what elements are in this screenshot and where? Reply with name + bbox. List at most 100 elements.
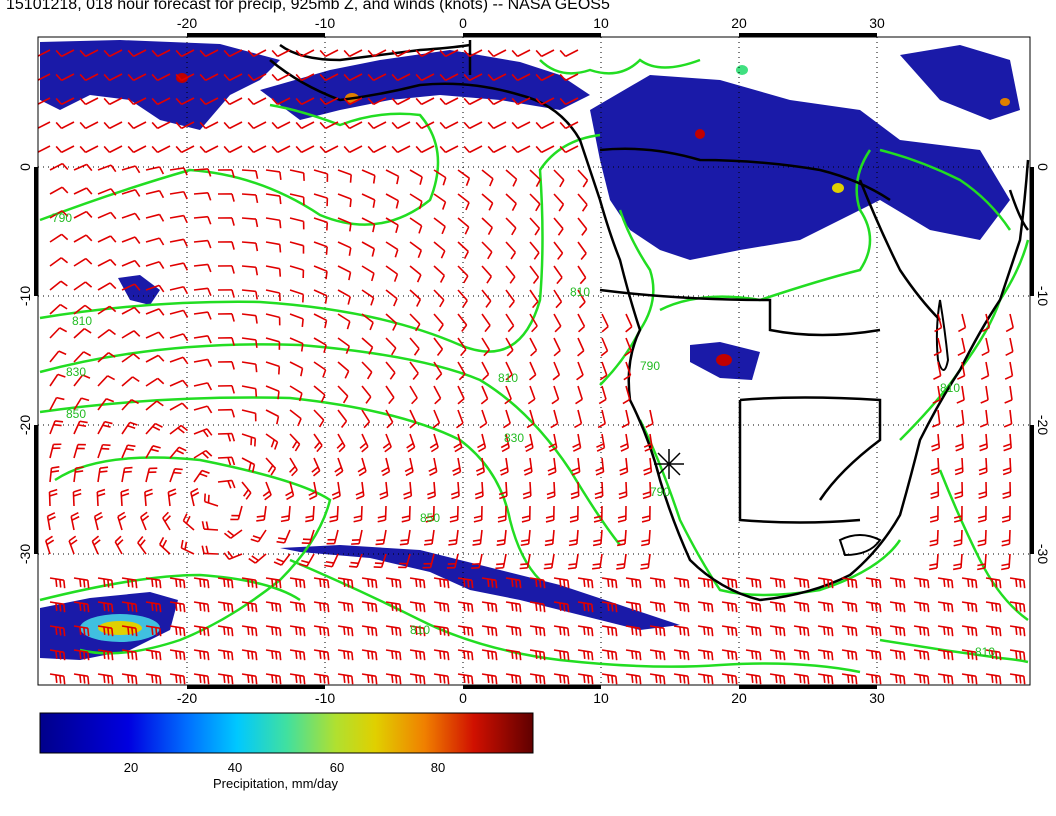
wind-barb-feather	[727, 650, 730, 659]
wind-barb-feather	[955, 443, 964, 448]
wind-barb-feather	[947, 675, 950, 684]
wind-barb-feather	[87, 580, 90, 589]
wind-barb-shaft	[361, 241, 375, 250]
wind-barb-feather	[206, 405, 213, 414]
wind-barb-feather	[63, 652, 66, 661]
wind-barb-shaft	[529, 337, 538, 351]
wind-barb-shaft	[649, 481, 652, 497]
wind-barb-shaft	[505, 577, 520, 581]
wind-barb-shaft	[49, 186, 63, 195]
wind-barb-feather	[103, 73, 111, 81]
wind-barb-shaft	[817, 625, 832, 629]
wind-barb-shaft	[961, 457, 964, 473]
wind-barb-feather	[299, 651, 302, 660]
wind-barb-feather	[978, 491, 987, 496]
wind-barb-shaft	[97, 352, 110, 363]
wind-barb-feather	[727, 602, 730, 611]
wind-barb-shaft	[277, 49, 291, 58]
wind-barb-feather	[978, 467, 987, 472]
wind-barb-feather	[137, 535, 144, 544]
wind-barb-feather	[947, 651, 950, 660]
wind-barb-feather	[399, 676, 402, 685]
wind-barb-shaft	[1009, 673, 1024, 677]
wind-barb-shaft	[121, 421, 131, 435]
wind-barb-shaft	[313, 169, 328, 175]
lat-tick-label: -20	[17, 415, 33, 435]
wind-barb-feather	[967, 602, 970, 611]
wind-barb-feather	[323, 675, 326, 684]
wind-barb-feather	[583, 650, 586, 659]
wind-barb-feather	[97, 488, 106, 493]
wind-barb-feather	[594, 491, 603, 496]
wind-barb-feather	[735, 676, 738, 685]
wind-barb-feather	[471, 580, 474, 589]
wind-barb-feather	[110, 164, 117, 173]
wind-barb-shaft	[457, 673, 472, 677]
wind-barb-shaft	[937, 673, 952, 677]
wind-barb-shaft	[361, 649, 376, 653]
wind-barb-feather	[395, 603, 398, 612]
wind-barb-feather	[183, 167, 188, 176]
wind-barb-shaft	[169, 379, 184, 387]
wind-barb-feather	[199, 578, 202, 587]
wind-barb-feather	[999, 652, 1002, 661]
wind-barb-shaft	[502, 553, 507, 568]
wind-barb-shaft	[241, 265, 257, 269]
wind-barb-feather	[106, 397, 115, 403]
wind-barb-shaft	[721, 673, 736, 677]
wind-barb-shaft	[121, 165, 136, 171]
wind-barb-feather	[655, 674, 658, 683]
wind-barb-feather	[735, 580, 738, 589]
wind-barb-feather	[278, 268, 282, 277]
precip-band-north-atlantic	[40, 40, 280, 130]
wind-barb-feather	[159, 628, 162, 637]
wind-barb-feather	[127, 626, 130, 635]
wind-barb-feather	[183, 628, 186, 637]
wind-barb-shaft	[481, 481, 484, 497]
wind-barb-feather	[175, 674, 178, 683]
wind-barb-feather	[535, 179, 541, 188]
wind-barb-feather	[372, 199, 376, 208]
wind-barb-feather	[392, 322, 398, 331]
wind-barb-feather	[895, 674, 898, 683]
wind-barb-shaft	[889, 625, 904, 629]
wind-barb-feather	[309, 495, 317, 500]
wind-barb-feather	[295, 49, 303, 57]
wind-barb-shaft	[313, 433, 323, 446]
wind-barb-shaft	[385, 601, 400, 605]
wind-barb-feather	[631, 626, 634, 635]
wind-barb-shaft	[337, 673, 352, 677]
wind-barb-feather	[179, 603, 182, 612]
wind-barb-shaft	[241, 337, 256, 341]
wind-barb-feather	[134, 212, 141, 221]
wind-barb-shaft	[61, 121, 75, 130]
wind-barb-shaft	[601, 313, 609, 327]
wind-barb-feather	[569, 515, 579, 519]
wind-barb-shaft	[577, 577, 592, 581]
wind-barb-feather	[548, 471, 557, 476]
wind-barb-feather	[223, 650, 226, 659]
wind-barb-shaft	[841, 577, 856, 581]
wind-barb-feather	[543, 604, 546, 613]
wind-barb-feather	[199, 121, 207, 129]
wind-barb-feather	[205, 545, 209, 554]
wind-barb-feather	[439, 121, 447, 129]
wind-barb-shaft	[361, 265, 375, 274]
wind-barb-feather	[855, 604, 858, 613]
coastlines	[269, 40, 1030, 602]
wind-barb-feather	[325, 271, 328, 280]
wind-barb-feather	[592, 567, 601, 570]
wind-barb-shaft	[73, 304, 86, 315]
wind-barb-shaft	[575, 553, 579, 568]
wind-barb-shaft	[625, 481, 628, 497]
wind-barb-feather	[343, 73, 351, 81]
wind-barb-feather	[144, 488, 153, 493]
wind-barb-shaft	[289, 265, 304, 271]
wind-barb-feather	[271, 145, 279, 153]
wind-barb-shaft	[145, 673, 160, 677]
wind-barb-feather	[703, 650, 706, 659]
wind-barb-shaft	[913, 601, 928, 605]
wind-barb-feather	[999, 580, 1002, 589]
wind-barb-feather	[207, 604, 210, 613]
wind-barb-feather	[871, 674, 874, 683]
